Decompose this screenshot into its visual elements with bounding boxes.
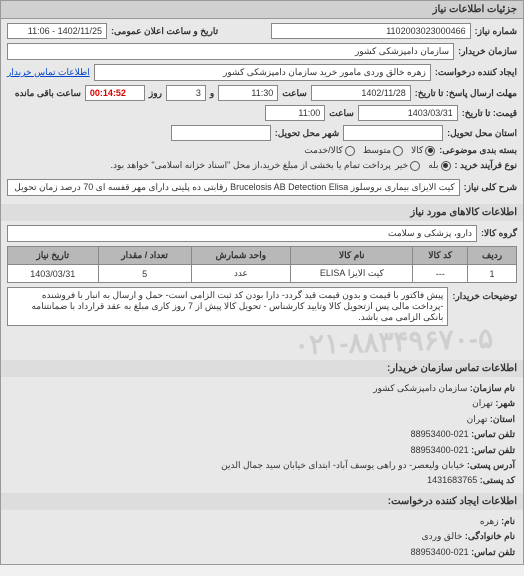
td-0-1: --- xyxy=(413,265,468,283)
radio-medium[interactable]: متوسط xyxy=(363,145,403,156)
buyer-notes: پیش فاکتور با قیمت و بدون قیمت قید گردد-… xyxy=(7,287,448,326)
th-1: کد کالا xyxy=(413,247,468,265)
days-value: 3 xyxy=(166,85,206,101)
city-lbl: استان: xyxy=(490,414,515,424)
watermark: ۰۲۱-۸۸۳۴۹۶۷۰-۵ xyxy=(293,322,493,362)
delivery-addr-label: استان محل تحویل: xyxy=(447,128,517,139)
postal-lbl: کد پستی: xyxy=(480,475,515,485)
th-4: تعداد / مقدار xyxy=(98,247,191,265)
buyer-notes-label: توضیحات خریدار: xyxy=(452,287,517,302)
fax-val: 021-88953400 xyxy=(411,445,469,455)
time-label-2: ساعت xyxy=(329,108,354,119)
prov-lbl: شهر: xyxy=(495,398,515,408)
goods-table: ردیف کد کالا نام کالا واحد شمارش تعداد /… xyxy=(7,246,517,283)
announce-label: تاریخ و ساعت اعلان عمومی: xyxy=(111,26,218,37)
contact-header: اطلاعات تماس سازمان خریدار: xyxy=(1,360,523,377)
announce-date: 1402/11/25 - 11:06 xyxy=(7,23,107,39)
city-val: تهران xyxy=(467,414,488,424)
th-3: واحد شمارش xyxy=(191,247,291,265)
requester: زهره خالق وردی مامور خرید سازمان دامپزشک… xyxy=(94,64,431,81)
group-label: گروه کالا: xyxy=(481,228,517,239)
requester-label: ایجاد کننده درخواست: xyxy=(435,67,517,78)
radio-yes[interactable]: کالا xyxy=(411,145,435,156)
deadline-send-date: 1402/11/28 xyxy=(311,85,411,101)
process-note: پرداخت تمام یا بخشی از مبلغ خرید،از محل … xyxy=(110,160,390,171)
td-0-0: 1 xyxy=(468,265,517,283)
delivery-city-label: شهر محل تحویل: xyxy=(275,128,339,139)
addr-lbl: آدرس پستی: xyxy=(467,460,515,470)
prov-val: تهران xyxy=(472,398,493,408)
panel-title: جزئیات اطلاعات نیاز xyxy=(1,1,523,19)
delivery-city xyxy=(171,125,271,141)
family-val: خالق وردی xyxy=(422,531,463,541)
quote-until-label: قیمت: تا تاریخ: xyxy=(462,108,517,119)
delivery-province xyxy=(343,125,443,141)
deadline-send-label: مهلت ارسال پاسخ: تا تاریخ: xyxy=(415,88,517,99)
time-label-1: ساعت xyxy=(282,88,307,99)
td-0-3: عدد xyxy=(191,265,291,283)
need-desc-label: شرح کلی نیاز: xyxy=(464,182,517,193)
pkg-label: بسته بندی موضوعی: xyxy=(439,145,517,156)
quote-until-date: 1403/03/31 xyxy=(358,105,458,121)
contact-link[interactable]: اطلاعات تماس خریدار xyxy=(7,67,90,78)
quote-until-time: 11:00 xyxy=(265,105,325,121)
group-value: دارو، پزشکی و سلامت xyxy=(7,225,477,242)
radio-small[interactable]: کالا/خدمت xyxy=(304,145,355,156)
name-lbl: نام: xyxy=(501,516,515,526)
fax-lbl: تلفن تماس: xyxy=(471,445,515,455)
process-radio-group: بله خیر xyxy=(395,160,451,171)
postal-val: 1431683765 xyxy=(427,475,477,485)
th-2: نام کالا xyxy=(291,247,413,265)
need-number: 1102003023000466 xyxy=(271,23,471,39)
req-phone-val: 021-88953400 xyxy=(411,547,469,557)
remaining-label: ساعت باقی مانده xyxy=(15,88,81,99)
radio-proc-yes[interactable]: بله xyxy=(428,160,450,171)
family-lbl: نام خانوادگی: xyxy=(465,531,515,541)
process-label: نوع فرآیند خرید : xyxy=(455,160,518,171)
goods-header: اطلاعات کالاهای مورد نیاز xyxy=(1,204,523,221)
table-row: 1 --- کیت الایزا ELISA عدد 5 1403/03/31 xyxy=(8,265,517,283)
need-number-label: شماره نیاز: xyxy=(475,26,517,37)
and-label: و xyxy=(210,88,214,99)
td-0-5: 1403/03/31 xyxy=(8,265,99,283)
org-val: سازمان دامپزشکی کشور xyxy=(373,383,467,393)
deadline-send-time: 11:30 xyxy=(218,85,278,101)
radio-proc-no[interactable]: خیر xyxy=(395,160,420,171)
requester-header: اطلاعات ایجاد کننده درخواست: xyxy=(1,493,523,510)
name-val: زهره xyxy=(480,516,499,526)
phone-lbl: تلفن تماس: xyxy=(471,429,515,439)
remaining-time: 00:14:52 xyxy=(85,85,145,101)
org-lbl: نام سازمان: xyxy=(470,383,515,393)
day-label: روز xyxy=(149,88,162,99)
buyer-org: سازمان دامپزشکی کشور xyxy=(7,43,454,60)
addr-val: خیابان ولیعصر- دو راهی یوسف آباد- ابتدای… xyxy=(221,460,464,470)
pkg-radio-group: کالا متوسط کالا/خدمت xyxy=(304,145,435,156)
td-0-2: کیت الایزا ELISA xyxy=(291,265,413,283)
th-5: تاریخ نیاز xyxy=(8,247,99,265)
need-desc: کیت الایزای بیماری بروسلوز Brucelosis AB… xyxy=(7,179,460,196)
td-0-4: 5 xyxy=(98,265,191,283)
buyer-org-label: سازمان خریدار: xyxy=(458,46,517,57)
phone-val: 021-88953400 xyxy=(411,429,469,439)
req-phone-lbl: تلفن تماس: xyxy=(471,547,515,557)
th-0: ردیف xyxy=(468,247,517,265)
